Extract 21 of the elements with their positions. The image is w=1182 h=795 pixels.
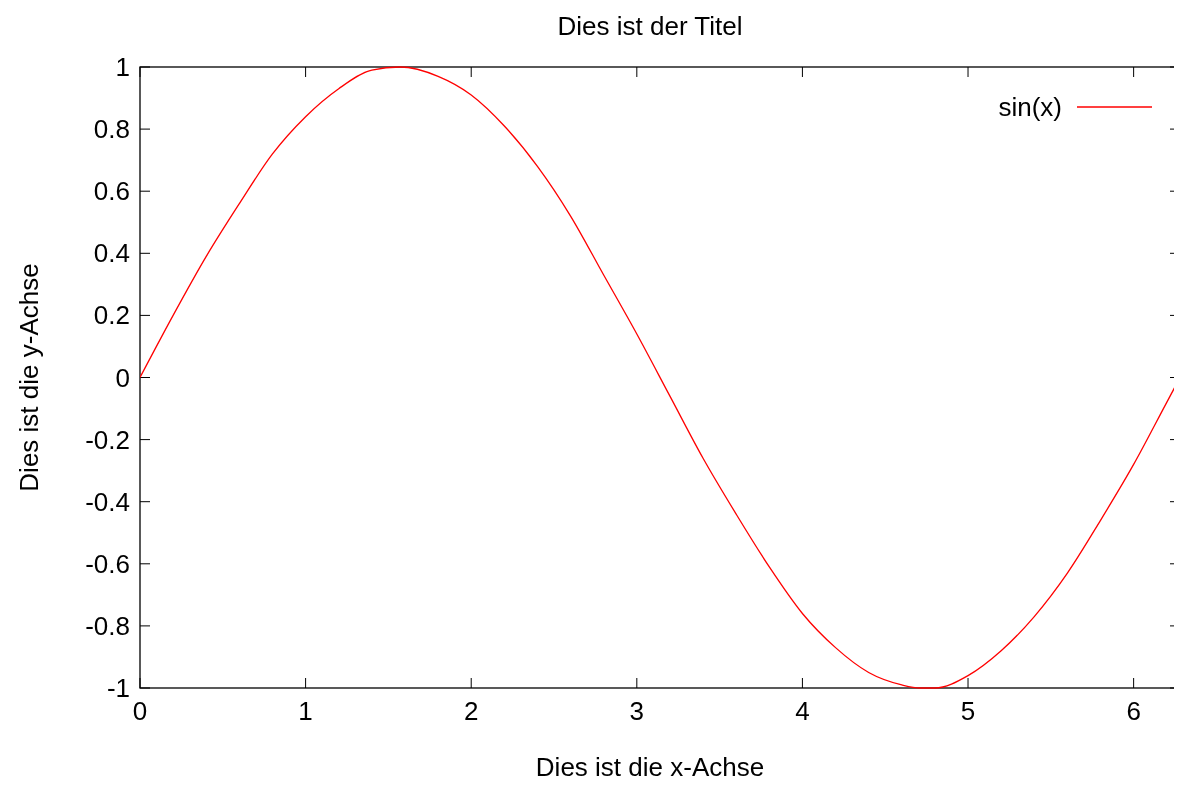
legend-label: sin(x) bbox=[998, 92, 1062, 122]
x-tick-label: 5 bbox=[960, 696, 976, 726]
y-tick-label: -1 bbox=[106, 673, 130, 703]
y-tick-label: 0.6 bbox=[93, 176, 130, 207]
y-tick-label: 1 bbox=[115, 52, 130, 82]
x-tick-label: 2 bbox=[463, 696, 479, 726]
y-tick-label: -0.2 bbox=[85, 424, 130, 455]
y-tick-label: 0.2 bbox=[93, 300, 130, 331]
x-tick-label: 3 bbox=[629, 696, 645, 726]
y-tick-label: 0.4 bbox=[93, 238, 130, 269]
y-tick-label: -0.6 bbox=[85, 548, 130, 579]
x-axis-title: Dies ist die x-Achse bbox=[535, 752, 765, 782]
y-tick-label: -0.4 bbox=[85, 486, 130, 517]
x-tick-label: 4 bbox=[795, 696, 810, 726]
chart-title: Dies ist der Titel bbox=[557, 11, 743, 41]
x-tick-label: 6 bbox=[1126, 696, 1141, 726]
x-tick-label: 1 bbox=[298, 696, 313, 726]
y-axis-title: Dies ist die y-Achse bbox=[14, 263, 44, 492]
y-tick-label: 0.8 bbox=[93, 114, 130, 145]
y-tick-label: -0.8 bbox=[85, 610, 130, 641]
y-tick-label: 0 bbox=[115, 362, 130, 393]
